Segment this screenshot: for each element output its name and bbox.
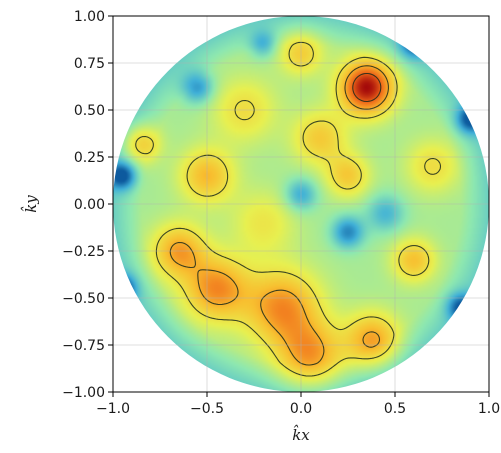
y-axis-label: k̂y	[21, 195, 40, 213]
x-axis: −1.0 −0.5 0.0 0.5 1.0	[96, 392, 500, 417]
contour-level-3	[352, 72, 382, 103]
plot-area	[112, 15, 490, 393]
y-tick-label: 0.75	[74, 56, 105, 72]
y-tick-label: 0.00	[74, 197, 105, 213]
x-tick-label: 0.5	[384, 401, 406, 417]
x-tick-label: 1.0	[478, 401, 500, 417]
y-tick-label: 0.25	[74, 150, 105, 166]
x-tick-label: −0.5	[190, 401, 224, 417]
y-tick-label: −0.25	[62, 244, 105, 260]
y-axis: 1.00 0.75 0.50 0.25 0.00 −0.25 −0.50 −0.75 −1.00	[62, 9, 113, 401]
y-tick-label: −0.75	[62, 338, 105, 354]
x-axis-label: k̂x	[292, 425, 310, 444]
x-tick-label: 0.0	[290, 401, 312, 417]
y-tick-label: 0.50	[74, 103, 105, 119]
y-tick-label: −0.50	[62, 291, 105, 307]
y-tick-label: 1.00	[74, 9, 105, 25]
contour-level-1	[135, 41, 442, 377]
x-tick-label: −1.0	[96, 401, 130, 417]
y-tick-label: −1.00	[62, 385, 105, 401]
